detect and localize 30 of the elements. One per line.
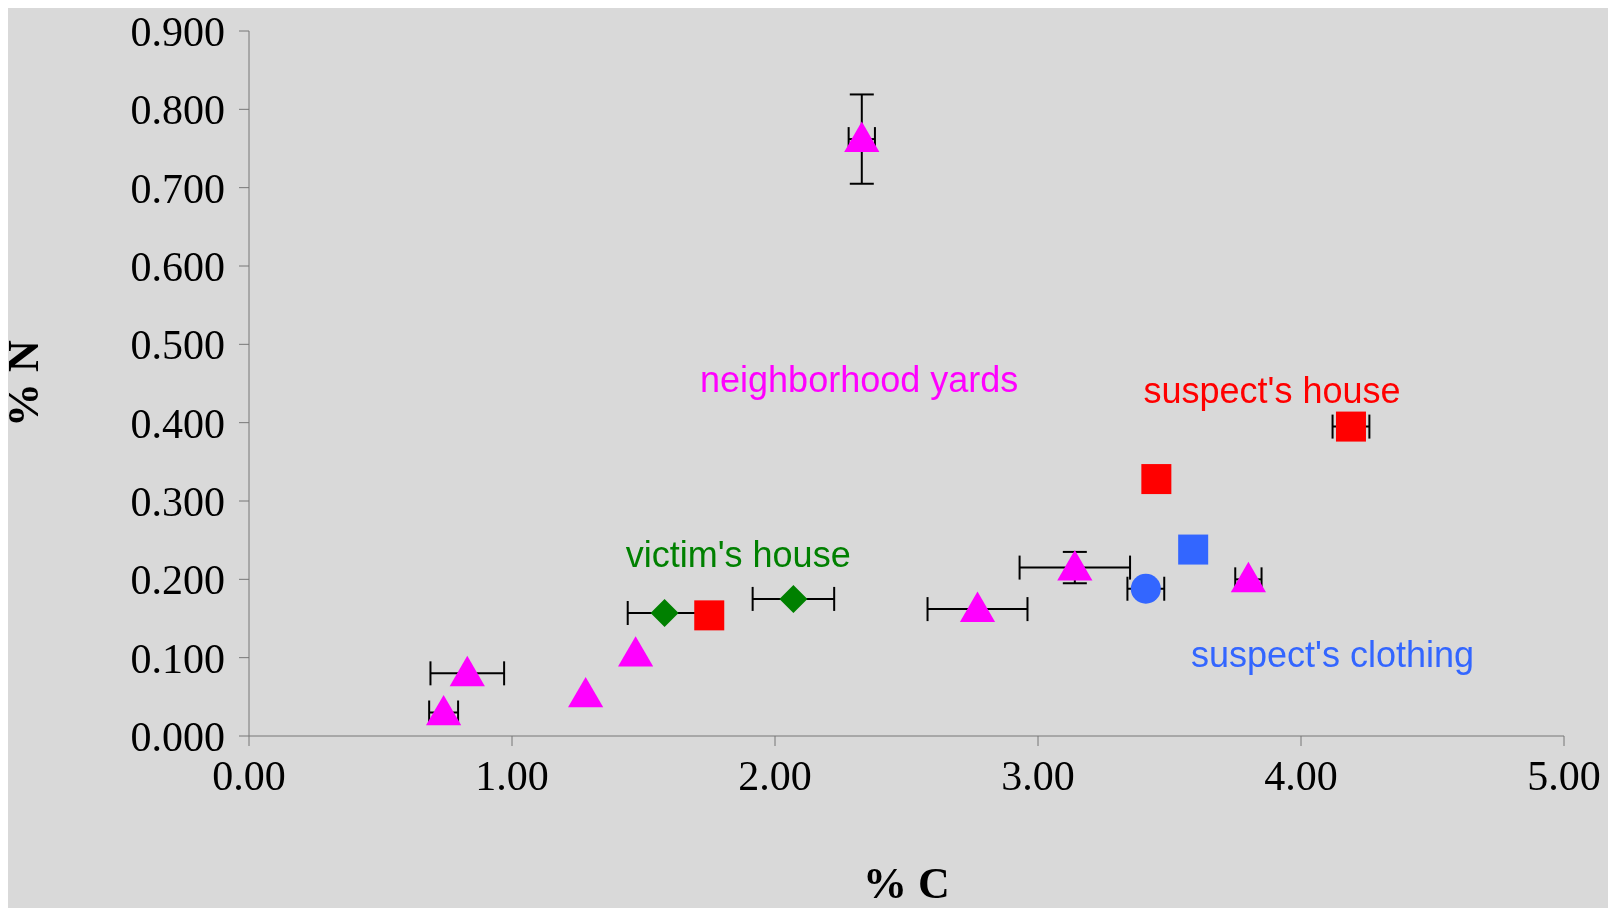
point	[694, 600, 725, 631]
series-label: victim's house	[625, 534, 851, 576]
x-tick-label: 2.00	[738, 752, 812, 799]
y-tick-label: 0.700	[130, 165, 225, 212]
x-tick-label: 4.00	[1264, 752, 1338, 799]
point	[959, 591, 996, 622]
x-tick-label: 3.00	[1001, 752, 1075, 799]
series-label: suspect's clothing	[1191, 633, 1475, 675]
point	[568, 676, 604, 708]
point	[1130, 573, 1161, 604]
point	[779, 584, 808, 613]
point	[618, 636, 654, 667]
x-axis-title: % C	[863, 859, 950, 908]
y-tick-label: 0.600	[130, 243, 225, 290]
point	[650, 599, 679, 628]
x-tick-label: 5.00	[1527, 752, 1601, 799]
y-tick-label: 0.200	[130, 557, 225, 604]
y-tick-label: 0.300	[130, 478, 225, 525]
x-tick-label: 1.00	[475, 752, 549, 799]
y-tick-label: 0.400	[130, 400, 225, 447]
point	[1141, 464, 1172, 495]
y-tick-label: 0.800	[130, 87, 225, 134]
y-tick-label: 0.100	[130, 635, 225, 682]
text: neighborhood yards	[700, 359, 1019, 401]
series-label: suspect's house	[1143, 370, 1401, 412]
point	[449, 655, 485, 687]
y-axis-title: % N	[0, 339, 48, 427]
y-tick-label: 0.500	[130, 322, 225, 369]
y-tick-label: 0.900	[130, 8, 225, 55]
point	[1178, 534, 1209, 565]
